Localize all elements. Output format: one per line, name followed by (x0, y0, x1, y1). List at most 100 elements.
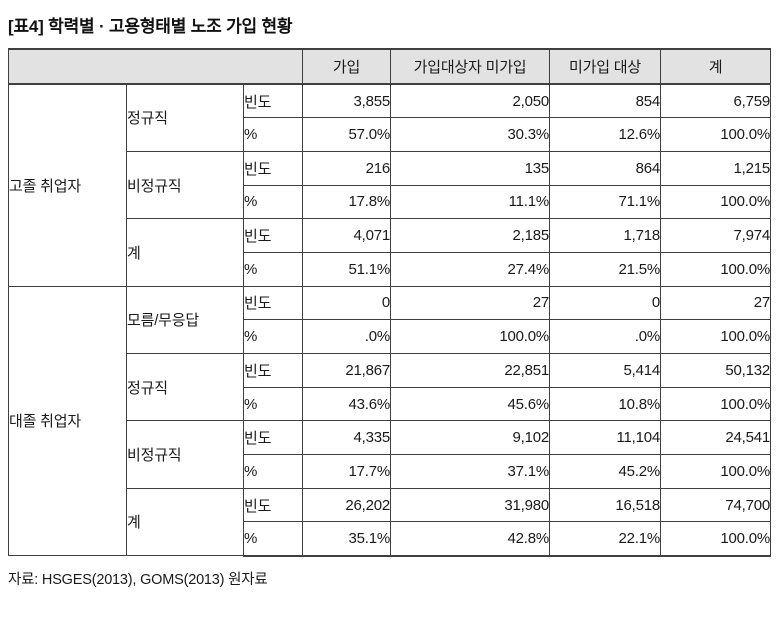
group-label-highschool: 고졸 취업자 (8, 83, 127, 287)
pct-value-cell: 100.0% (660, 184, 772, 220)
source-note: 자료: HSGES(2013), GOMS(2013) 원자료 (8, 571, 268, 588)
measure-cell-pct: % (242, 251, 304, 287)
freq-value-cell: 11,104 (549, 420, 662, 456)
category-cell: 모름/무응답 (126, 285, 244, 355)
freq-value-cell: 27 (390, 285, 551, 321)
freq-value-cell: 0 (302, 285, 392, 321)
table-row: % 57.0% 30.3% 12.6% 100.0% (9, 117, 772, 152)
freq-value-cell: 7,974 (660, 218, 772, 253)
freq-value-cell: 26,202 (302, 487, 392, 523)
table-row: % 35.1% 42.8% 22.1% 100.0% (9, 521, 772, 557)
freq-value-cell: 135 (390, 150, 551, 186)
measure-cell-freq: 빈도 (242, 420, 304, 456)
pct-value-cell: 100.0% (390, 319, 551, 354)
freq-value-cell: 31,980 (390, 487, 551, 523)
measure-cell-freq: 빈도 (242, 285, 304, 321)
category-cell: 계 (126, 487, 244, 557)
table-row: % 17.7% 37.1% 45.2% 100.0% (9, 454, 772, 489)
freq-value-cell: 2,185 (390, 218, 551, 253)
pct-value-cell: 43.6% (302, 386, 392, 422)
table-row: % 43.6% 45.6% 10.8% 100.0% (9, 386, 772, 422)
pct-value-cell: 22.1% (549, 521, 662, 557)
freq-value-cell: 4,071 (302, 218, 392, 253)
pct-value-cell: 100.0% (660, 319, 772, 354)
document-page: [표4] 학력별 · 고용형태별 노조 가입 현황 가입 가입대상자 미가입 미… (0, 12, 779, 589)
pct-value-cell: 51.1% (302, 251, 392, 287)
pct-value-cell: .0% (549, 319, 662, 354)
measure-cell-freq: 빈도 (242, 353, 304, 388)
freq-value-cell: 24,541 (660, 420, 772, 456)
freq-value-cell: 3,855 (302, 83, 392, 119)
table-row: 비정규직 빈도 4,335 9,102 11,104 24,541 (9, 420, 772, 489)
freq-value-cell: 1,718 (549, 218, 662, 253)
measure-cell-freq: 빈도 (242, 150, 304, 186)
pct-value-cell: 45.2% (549, 454, 662, 489)
table-row: % .0% 100.0% .0% 100.0% (9, 319, 772, 354)
measure-cell-pct: % (242, 386, 304, 422)
pct-value-cell: 71.1% (549, 184, 662, 220)
pct-value-cell: 17.8% (302, 184, 392, 220)
pct-value-cell: 100.0% (660, 521, 772, 557)
freq-value-cell: 21,867 (302, 353, 392, 388)
measure-cell-freq: 빈도 (242, 218, 304, 253)
pct-value-cell: 37.1% (390, 454, 551, 489)
pct-value-cell: 100.0% (660, 454, 772, 489)
freq-value-cell: 854 (549, 83, 662, 119)
pct-value-cell: 11.1% (390, 184, 551, 220)
category-cell: 계 (126, 218, 244, 287)
freq-value-cell: 9,102 (390, 420, 551, 456)
category-cell: 비정규직 (126, 420, 244, 489)
table-row: 계 빈도 26,202 31,980 16,518 74,700 (9, 487, 772, 557)
pct-value-cell: 57.0% (302, 117, 392, 152)
freq-value-cell: 0 (549, 285, 662, 321)
measure-cell-freq: 빈도 (242, 487, 304, 523)
measure-cell-pct: % (242, 319, 304, 354)
column-header-join: 가입 (302, 48, 392, 85)
pct-value-cell: .0% (302, 319, 392, 354)
table-row: 고졸 취업자 정규직 빈도 3,855 2,050 854 6,759 (8, 83, 772, 287)
column-header-total: 계 (660, 48, 772, 85)
measure-cell-freq: 빈도 (242, 83, 304, 119)
table-row: 계 빈도 4,071 2,185 1,718 7,974 (9, 218, 772, 287)
pct-value-cell: 100.0% (660, 251, 772, 287)
measure-cell-pct: % (242, 454, 304, 489)
freq-value-cell: 27 (660, 285, 772, 321)
header-row: 가입 가입대상자 미가입 미가입 대상 계 (7, 48, 772, 85)
freq-value-cell: 864 (549, 150, 662, 186)
table-title: [표4] 학력별 · 고용형태별 노조 가입 현황 (8, 17, 293, 36)
freq-value-cell: 50,132 (660, 353, 772, 388)
freq-value-cell: 1,215 (660, 150, 772, 186)
pct-value-cell: 12.6% (549, 117, 662, 152)
pct-value-cell: 21.5% (549, 251, 662, 287)
freq-value-cell: 2,050 (390, 83, 551, 119)
category-cell: 비정규직 (126, 150, 244, 220)
freq-value-cell: 74,700 (660, 487, 772, 523)
table-row: 대졸 취업자 모름/무응답 빈도 0 27 0 27 (8, 285, 772, 557)
freq-value-cell: 216 (302, 150, 392, 186)
header-empty-cell (7, 48, 304, 85)
group-label-college: 대졸 취업자 (8, 285, 127, 557)
pct-value-cell: 42.8% (390, 521, 551, 557)
table-row: % 17.8% 11.1% 71.1% 100.0% (9, 184, 772, 220)
pct-value-cell: 30.3% (390, 117, 551, 152)
union-membership-table: 가입 가입대상자 미가입 미가입 대상 계 고졸 취업자 정규직 빈도 3,85… (7, 48, 772, 557)
freq-value-cell: 5,414 (549, 353, 662, 388)
freq-value-cell: 22,851 (390, 353, 551, 388)
freq-value-cell: 16,518 (549, 487, 662, 523)
category-cell: 정규직 (126, 352, 244, 422)
table-row: % 51.1% 27.4% 21.5% 100.0% (9, 251, 772, 287)
pct-value-cell: 100.0% (660, 117, 772, 152)
measure-cell-pct: % (242, 117, 304, 152)
pct-value-cell: 45.6% (390, 386, 551, 422)
table-row: 정규직 빈도 21,867 22,851 5,414 50,132 (9, 352, 772, 422)
category-cell: 정규직 (126, 83, 244, 152)
table-row: 비정규직 빈도 216 135 864 1,215 (9, 150, 772, 220)
measure-cell-pct: % (242, 184, 304, 220)
pct-value-cell: 10.8% (549, 386, 662, 422)
pct-value-cell: 17.7% (302, 454, 392, 489)
column-header-eligible-nonjoin: 가입대상자 미가입 (390, 48, 551, 85)
freq-value-cell: 4,335 (302, 420, 392, 456)
column-header-noneligible: 미가입 대상 (549, 48, 662, 85)
freq-value-cell: 6,759 (660, 83, 772, 119)
pct-value-cell: 27.4% (390, 251, 551, 287)
